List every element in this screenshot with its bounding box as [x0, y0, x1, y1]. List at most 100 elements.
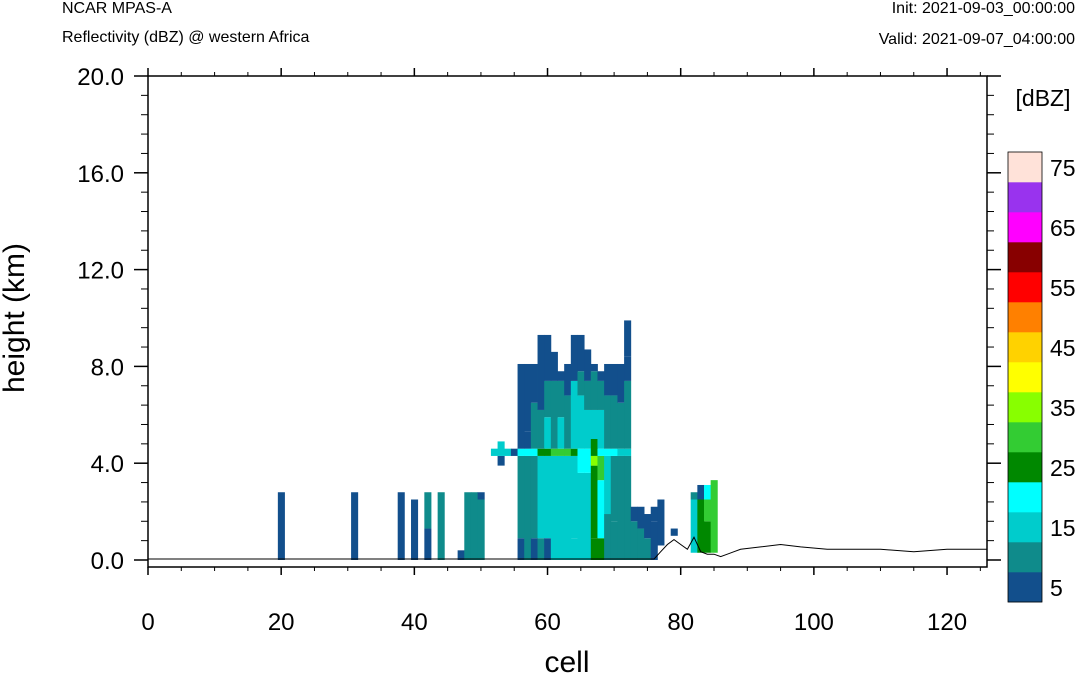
x-tick-label: 80: [667, 609, 694, 636]
reflectivity-cell: [530, 455, 538, 539]
reflectivity-cell: [577, 395, 585, 449]
reflectivity-cell: [550, 448, 558, 456]
reflectivity-cell: [637, 506, 645, 529]
reflectivity-cell: [577, 334, 585, 372]
reflectivity-cell: [590, 455, 598, 466]
reflectivity-cell: [617, 363, 625, 403]
colorbar-swatch: [1008, 542, 1042, 573]
reflectivity-cell: [604, 395, 612, 449]
reflectivity-cell: [550, 380, 558, 449]
reflectivity-cell: [690, 499, 698, 553]
reflectivity-cell: [517, 363, 525, 449]
reflectivity-cell: [550, 351, 558, 381]
reflectivity-cell: [650, 521, 658, 560]
init-time: Init: 2021-09-03_00:00:00: [891, 0, 1075, 17]
reflectivity-cell: [624, 320, 632, 357]
reflectivity-cell: [590, 409, 598, 439]
reflectivity-cell: [510, 448, 518, 456]
reflectivity-cell: [524, 363, 532, 432]
y-tick-label: 20.0: [77, 64, 124, 91]
reflectivity-cell: [577, 371, 585, 396]
colorbar-swatch: [1008, 242, 1042, 273]
reflectivity-cell: [697, 499, 705, 553]
reflectivity-cell: [544, 538, 552, 560]
y-tick-label: 4.0: [91, 451, 124, 478]
reflectivity-cell: [597, 448, 605, 456]
colorbar-unit-label: [dBZ]: [1016, 85, 1071, 111]
reflectivity-cell: [617, 455, 625, 560]
reflectivity-cell: [351, 492, 359, 560]
reflectivity-cell: [590, 439, 598, 456]
reflectivity-cell: [577, 448, 585, 473]
reflectivity-cell: [604, 363, 612, 396]
reflectivity-cell: [597, 371, 605, 381]
reflectivity-cell: [537, 455, 545, 539]
x-tick-label: 120: [927, 609, 967, 636]
reflectivity-cell: [530, 402, 538, 449]
colorbar-swatch: [1008, 452, 1042, 483]
reflectivity-cell: [584, 409, 592, 449]
reflectivity-cell: [590, 538, 598, 560]
reflectivity-cell: [604, 455, 612, 515]
reflectivity-cell: [557, 448, 565, 456]
terrain-surface: [148, 536, 987, 560]
reflectivity-cell: [704, 484, 712, 500]
reflectivity-cell: [610, 395, 618, 449]
reflectivity-cell: [544, 380, 552, 418]
reflectivity-cell: [670, 528, 678, 536]
reflectivity-cell: [557, 455, 565, 560]
reflectivity-cell: [544, 334, 552, 381]
colorbar-tick-label: 35: [1050, 395, 1076, 421]
reflectivity-cell: [704, 499, 712, 522]
reflectivity-cell: [610, 455, 618, 522]
reflectivity-cell: [524, 431, 532, 449]
reflectivity-cell: [624, 448, 632, 456]
reflectivity-cell: [277, 492, 285, 560]
colorbar-swatch: [1008, 272, 1042, 303]
reflectivity-cell: [624, 356, 632, 381]
reflectivity-cell: [497, 441, 505, 456]
reflectivity-cell: [697, 484, 705, 500]
reflectivity-cell: [577, 472, 585, 560]
colorbar-swatch: [1008, 572, 1042, 603]
reflectivity-cell: [570, 448, 578, 456]
plot-subtitle: Reflectivity (dBZ) @ western Africa: [62, 29, 310, 46]
reflectivity-cell: [644, 514, 652, 539]
model-name: NCAR MPAS-A: [62, 0, 172, 17]
reflectivity-cell: [517, 455, 525, 539]
reflectivity-cell: [544, 448, 552, 456]
reflectivity-cell: [597, 538, 605, 560]
x-tick-label: 100: [794, 609, 834, 636]
reflectivity-cell: [657, 499, 665, 546]
y-tick-label: 8.0: [91, 354, 124, 381]
reflectivity-cell: [530, 538, 538, 560]
colorbar-swatch: [1008, 512, 1042, 543]
reflectivity-cell: [517, 538, 525, 560]
reflectivity-cell: [464, 492, 472, 560]
reflectivity-cell: [517, 448, 525, 456]
x-tick-label: 0: [141, 609, 154, 636]
colorbar-swatch: [1008, 182, 1042, 213]
reflectivity-cell: [524, 455, 532, 560]
reflectivity-cell: [650, 506, 658, 522]
y-tick-label: 16.0: [77, 161, 124, 188]
reflectivity-cell: [477, 499, 485, 560]
reflectivity-cell: [470, 492, 479, 560]
reflectivity-cell: [610, 448, 618, 456]
y-tick-label: 12.0: [77, 258, 124, 285]
reflectivity-cell: [597, 409, 605, 449]
colorbar-swatch: [1008, 392, 1042, 423]
reflectivity-cell: [570, 538, 578, 560]
reflectivity-cell: [584, 380, 592, 410]
reflectivity-cell: [524, 448, 532, 456]
reflectivity-cell: [537, 409, 545, 449]
reflectivity-cell: [424, 528, 432, 560]
reflectivity-cell: [457, 550, 465, 560]
reflectivity-cell: [490, 448, 498, 456]
reflectivity-cell: [564, 448, 572, 456]
reflectivity-cell: [564, 455, 572, 560]
colorbar-swatch: [1008, 152, 1042, 183]
plot-axes: 0 20 40 60 80 100 120 0.0 4.0 8.0 12.0 16.0 20.0 cell…: [0, 64, 1001, 677]
colorbar-swatch: [1008, 332, 1042, 363]
valid-time: Valid: 2021-09-07_04:00:00: [878, 31, 1075, 48]
